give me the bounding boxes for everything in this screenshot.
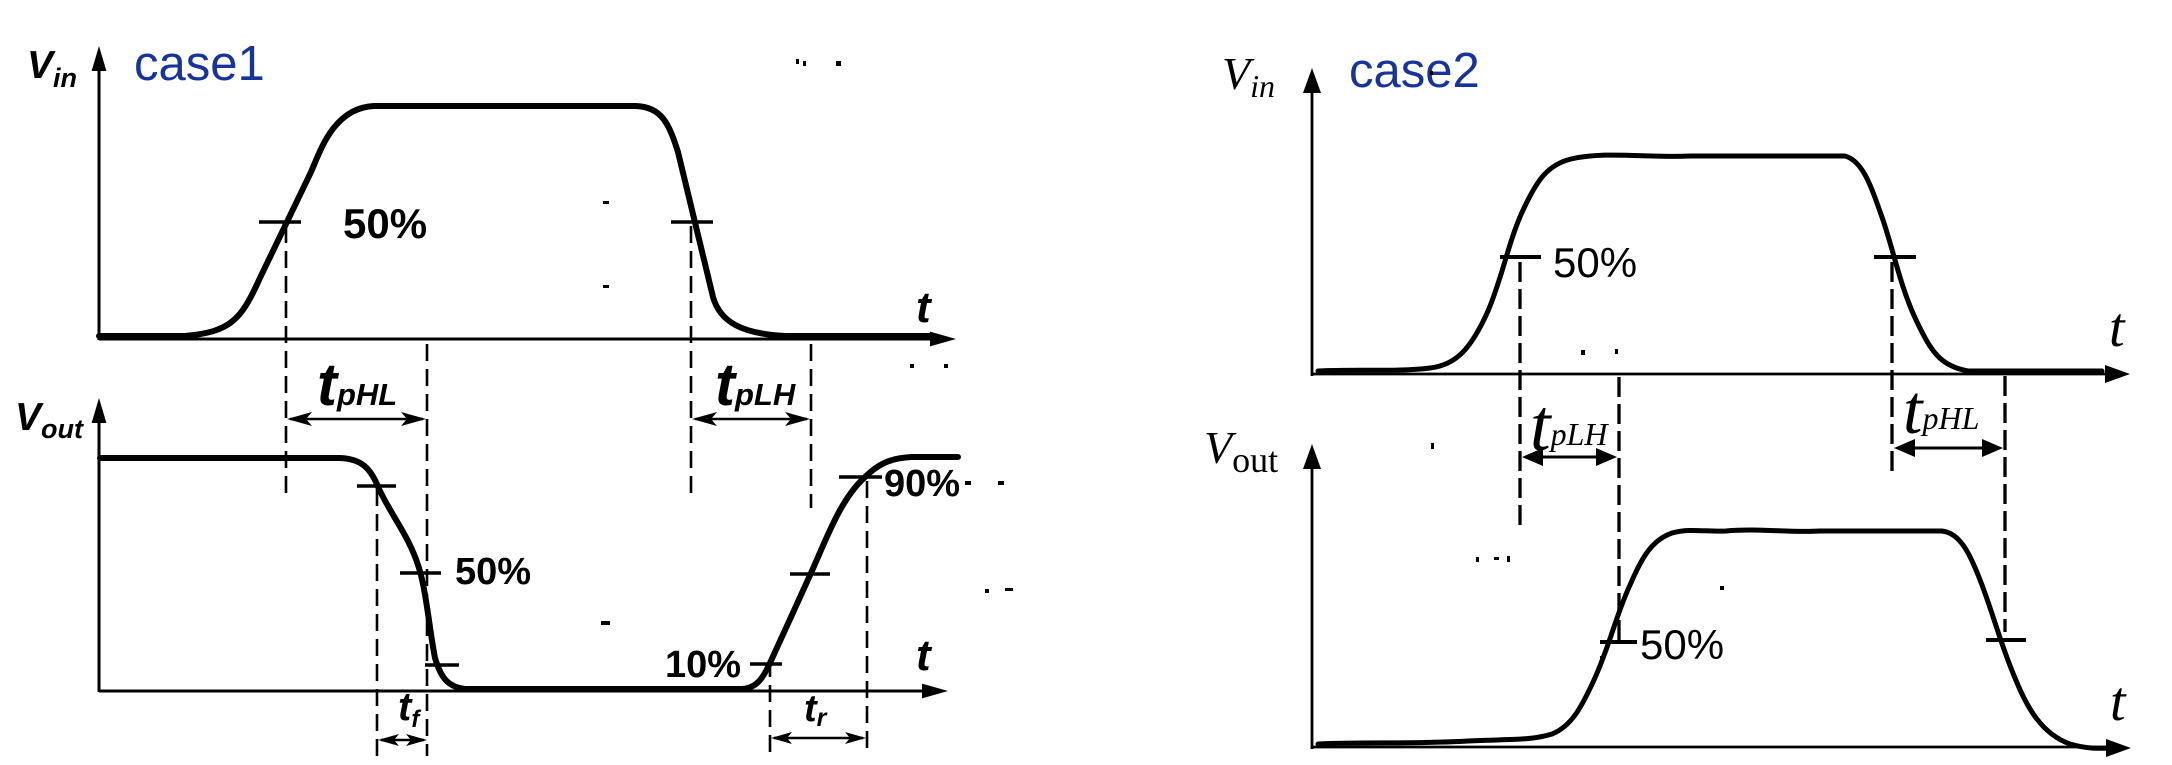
svg-text:case1: case1 — [134, 37, 265, 91]
svg-text:50%: 50% — [1640, 621, 1724, 668]
svg-text:50%: 50% — [343, 200, 427, 247]
svg-text:50%: 50% — [1553, 239, 1637, 286]
svg-text:case2: case2 — [1349, 44, 1480, 98]
svg-text:90%: 90% — [884, 463, 960, 505]
svg-text:50%: 50% — [455, 551, 531, 593]
svg-text:t: t — [2109, 297, 2126, 359]
svg-text:t: t — [916, 631, 933, 680]
svg-text:10%: 10% — [665, 644, 741, 686]
svg-text:t: t — [916, 283, 933, 332]
svg-text:t: t — [2110, 671, 2127, 733]
